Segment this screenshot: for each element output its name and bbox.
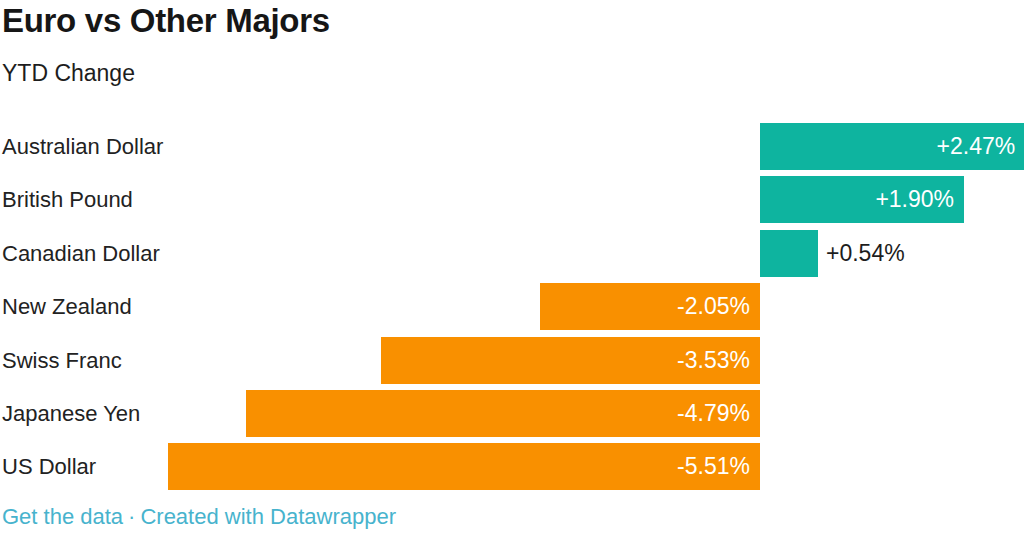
value-label: +2.47% xyxy=(760,123,1015,170)
value-label: -2.05% xyxy=(540,283,750,330)
chart-footer: Get the data·Created with Datawrapper xyxy=(2,504,396,530)
get-the-data-link[interactable]: Get the data xyxy=(2,504,123,529)
value-label: -5.51% xyxy=(168,443,750,490)
footer-separator: · xyxy=(123,504,140,529)
category-label: Canadian Dollar xyxy=(2,230,160,277)
value-label: +1.90% xyxy=(760,176,954,223)
category-label: British Pound xyxy=(2,176,133,223)
value-label: -4.79% xyxy=(246,390,750,437)
value-label: -3.53% xyxy=(381,337,750,384)
category-label: Australian Dollar xyxy=(2,123,163,170)
value-label: +0.54% xyxy=(826,230,905,277)
bar-chart-plot-area: Australian Dollar +2.47% British Pound +1.9… xyxy=(0,0,1024,534)
category-label: Japanese Yen xyxy=(2,390,140,437)
bar-positive xyxy=(760,230,818,277)
category-label: Swiss Franc xyxy=(2,337,122,384)
datawrapper-credit-link[interactable]: Created with Datawrapper xyxy=(140,504,396,529)
category-label: US Dollar xyxy=(2,443,96,490)
category-label: New Zealand xyxy=(2,283,132,330)
chart-canvas: Euro vs Other Majors YTD Change Australi… xyxy=(0,0,1024,534)
